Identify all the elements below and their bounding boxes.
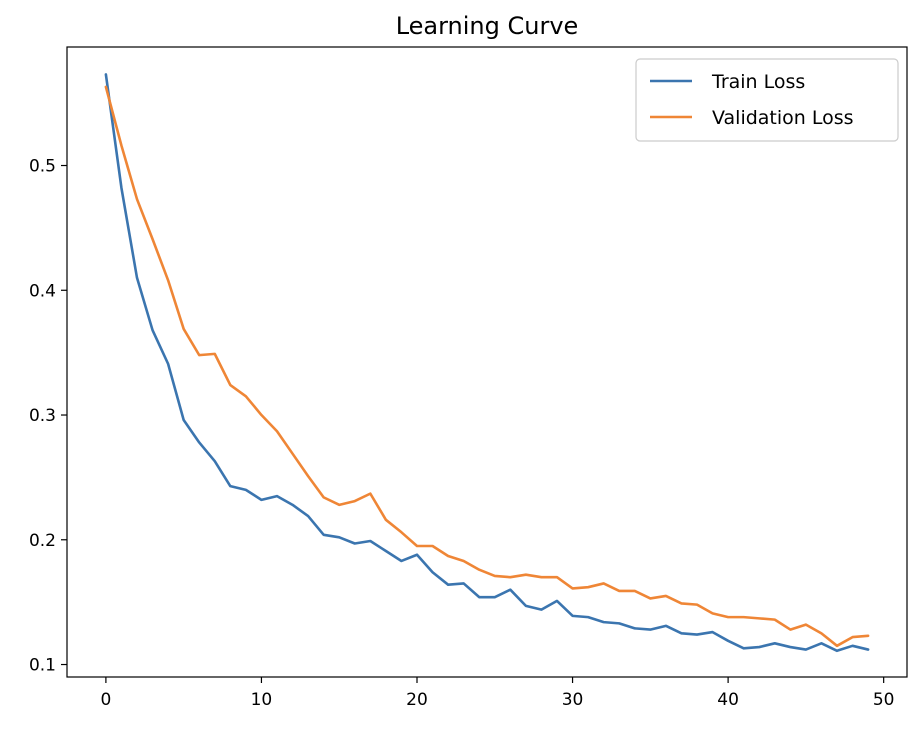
- y-tick-label: 0.4: [29, 281, 56, 301]
- y-tick-label: 0.3: [29, 406, 56, 426]
- y-tick-label: 0.5: [29, 157, 56, 177]
- legend-label: Train Loss: [711, 71, 805, 93]
- series-line-train-loss: [104, 73, 870, 653]
- x-axis: 0 10 20 30 40 50: [100, 677, 894, 710]
- x-tick-label: 0: [100, 690, 111, 710]
- y-axis: 0.1 0.2 0.3 0.4 0.5: [29, 157, 67, 676]
- legend-box: [635, 58, 899, 142]
- legend-label: Validation Loss: [712, 107, 854, 129]
- y-tick-label: 0.2: [29, 531, 56, 551]
- x-tick-label: 50: [873, 690, 895, 710]
- x-tick-label: 30: [562, 690, 584, 710]
- y-tick-label: 0.1: [29, 656, 56, 676]
- x-tick-label: 10: [251, 690, 273, 710]
- chart-title: Learning Curve: [396, 12, 579, 40]
- legend: Train Loss Validation Loss: [635, 58, 899, 142]
- axes-frame: [66, 46, 908, 678]
- x-tick-label: 40: [717, 690, 739, 710]
- series-line-validation-loss: [104, 85, 870, 648]
- series-layer: [104, 73, 870, 653]
- x-tick-label: 20: [406, 690, 428, 710]
